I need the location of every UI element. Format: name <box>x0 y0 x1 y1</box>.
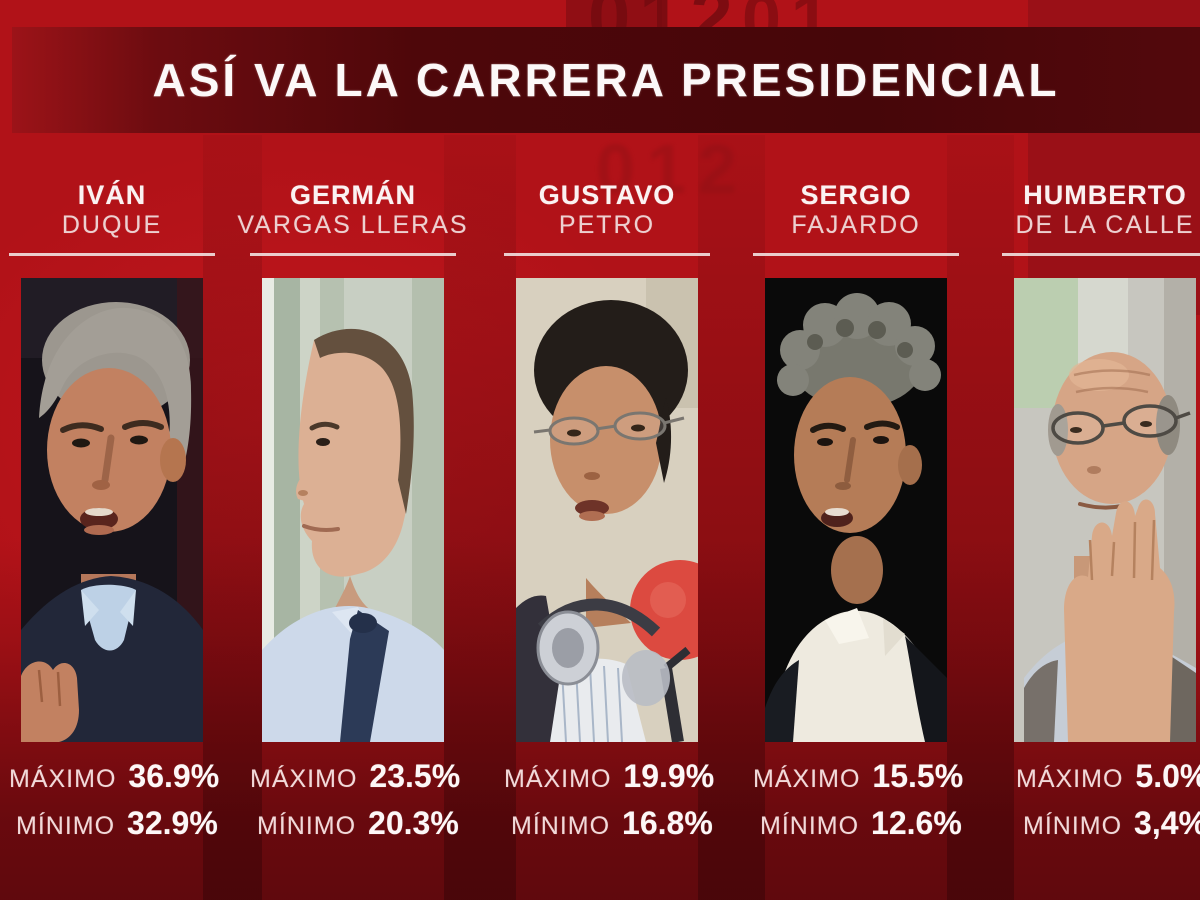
max-value: 15.5% <box>872 758 964 794</box>
candidate-photo <box>262 278 444 742</box>
max-row: MÁXIMO 36.9% <box>9 759 219 793</box>
min-label: MÍNIMO <box>1023 812 1123 840</box>
candidate-photo <box>765 278 947 742</box>
candidate-column: GERMÁN VARGAS LLERAS MÁXIMO 23.5% MÍNIMO 2 <box>237 0 466 900</box>
name-underline <box>250 253 456 256</box>
candidate-first-name: IVÁN <box>77 180 147 210</box>
candidate-column: HUMBERTO DE LA CALLE MÁXIMO 5.0% <box>1002 0 1200 900</box>
name-underline <box>9 253 215 256</box>
min-value: 16.8% <box>622 805 713 841</box>
max-row: MÁXIMO 5.0% <box>1016 759 1200 793</box>
candidate-last-name: DUQUE <box>61 211 163 239</box>
background-patch <box>566 0 662 30</box>
portrait-fajardo-svg <box>765 278 947 742</box>
candidate-name: SERGIO FAJARDO <box>791 181 920 240</box>
candidate-stats: MÁXIMO 19.9% MÍNIMO 16.8% <box>504 759 714 853</box>
candidate-last-name: PETRO <box>558 211 656 239</box>
candidate-last-name: DE LA CALLE <box>1015 211 1195 239</box>
portrait-petro-svg <box>516 278 698 742</box>
candidate-name: HUMBERTO DE LA CALLE <box>1015 181 1194 240</box>
candidate-stats: MÁXIMO 15.5% MÍNIMO 12.6% <box>753 759 963 853</box>
max-label: MÁXIMO <box>753 765 861 793</box>
min-label: MÍNIMO <box>511 812 611 840</box>
page-title: ASÍ VA LA CARRERA PRESIDENCIAL <box>152 54 1060 106</box>
min-row: MÍNIMO 12.6% <box>753 806 963 840</box>
candidate-first-name: HUMBERTO <box>1023 180 1187 210</box>
name-underline <box>1002 253 1200 256</box>
portrait-duque-svg <box>21 278 203 742</box>
min-value: 12.6% <box>871 805 962 841</box>
min-row: MÍNIMO 16.8% <box>504 806 714 840</box>
candidate-name: GERMÁN VARGAS LLERAS <box>237 181 468 240</box>
candidate-photo <box>21 278 203 742</box>
min-label: MÍNIMO <box>16 812 116 840</box>
min-row: MÍNIMO 20.3% <box>250 806 460 840</box>
min-value: 20.3% <box>368 805 459 841</box>
title-banner: ASÍ VA LA CARRERA PRESIDENCIAL <box>12 27 1200 133</box>
min-row: MÍNIMO 32.9% <box>9 806 219 840</box>
background-digits: 012 <box>596 130 749 208</box>
max-row: MÁXIMO 23.5% <box>250 759 460 793</box>
candidate-name: GUSTAVO PETRO <box>539 181 676 240</box>
candidate-photo <box>1014 278 1196 742</box>
max-value: 19.9% <box>623 758 715 794</box>
min-row: MÍNIMO 3,4% <box>1016 806 1200 840</box>
min-label: MÍNIMO <box>760 812 860 840</box>
portrait-delacalle-svg <box>1014 278 1196 742</box>
max-label: MÁXIMO <box>9 765 117 793</box>
candidate-last-name: FAJARDO <box>791 211 921 239</box>
min-value: 3,4% <box>1134 805 1200 841</box>
max-label: MÁXIMO <box>1016 765 1124 793</box>
candidate-column: SERGIO FAJARDO MÁXIMO 15.5% <box>753 0 963 900</box>
min-value: 32.9% <box>127 805 218 841</box>
max-label: MÁXIMO <box>250 765 358 793</box>
candidate-column: IVÁN DUQUE MÁXIMO 36.9% <box>9 0 219 900</box>
candidate-first-name: GERMÁN <box>290 180 416 210</box>
max-value: 23.5% <box>369 758 461 794</box>
candidate-stats: MÁXIMO 5.0% MÍNIMO 3,4% <box>1016 759 1200 853</box>
max-label: MÁXIMO <box>504 765 612 793</box>
candidate-photo <box>516 278 698 742</box>
name-underline <box>504 253 710 256</box>
candidate-stats: MÁXIMO 36.9% MÍNIMO 32.9% <box>9 759 219 853</box>
candidate-column: GUSTAVO PETRO MÁXIMO 19.9% <box>504 0 714 900</box>
candidate-first-name: GUSTAVO <box>538 180 676 210</box>
max-value: 36.9% <box>128 758 220 794</box>
candidate-name: IVÁN DUQUE <box>62 181 162 240</box>
name-underline <box>753 253 959 256</box>
min-label: MÍNIMO <box>257 812 357 840</box>
max-value: 5.0% <box>1135 758 1200 794</box>
candidate-stats: MÁXIMO 23.5% MÍNIMO 20.3% <box>250 759 460 853</box>
max-row: MÁXIMO 19.9% <box>504 759 714 793</box>
portrait-vargas-svg <box>262 278 444 742</box>
max-row: MÁXIMO 15.5% <box>753 759 963 793</box>
candidate-first-name: SERGIO <box>800 180 912 210</box>
candidate-last-name: VARGAS LLERAS <box>237 211 469 239</box>
